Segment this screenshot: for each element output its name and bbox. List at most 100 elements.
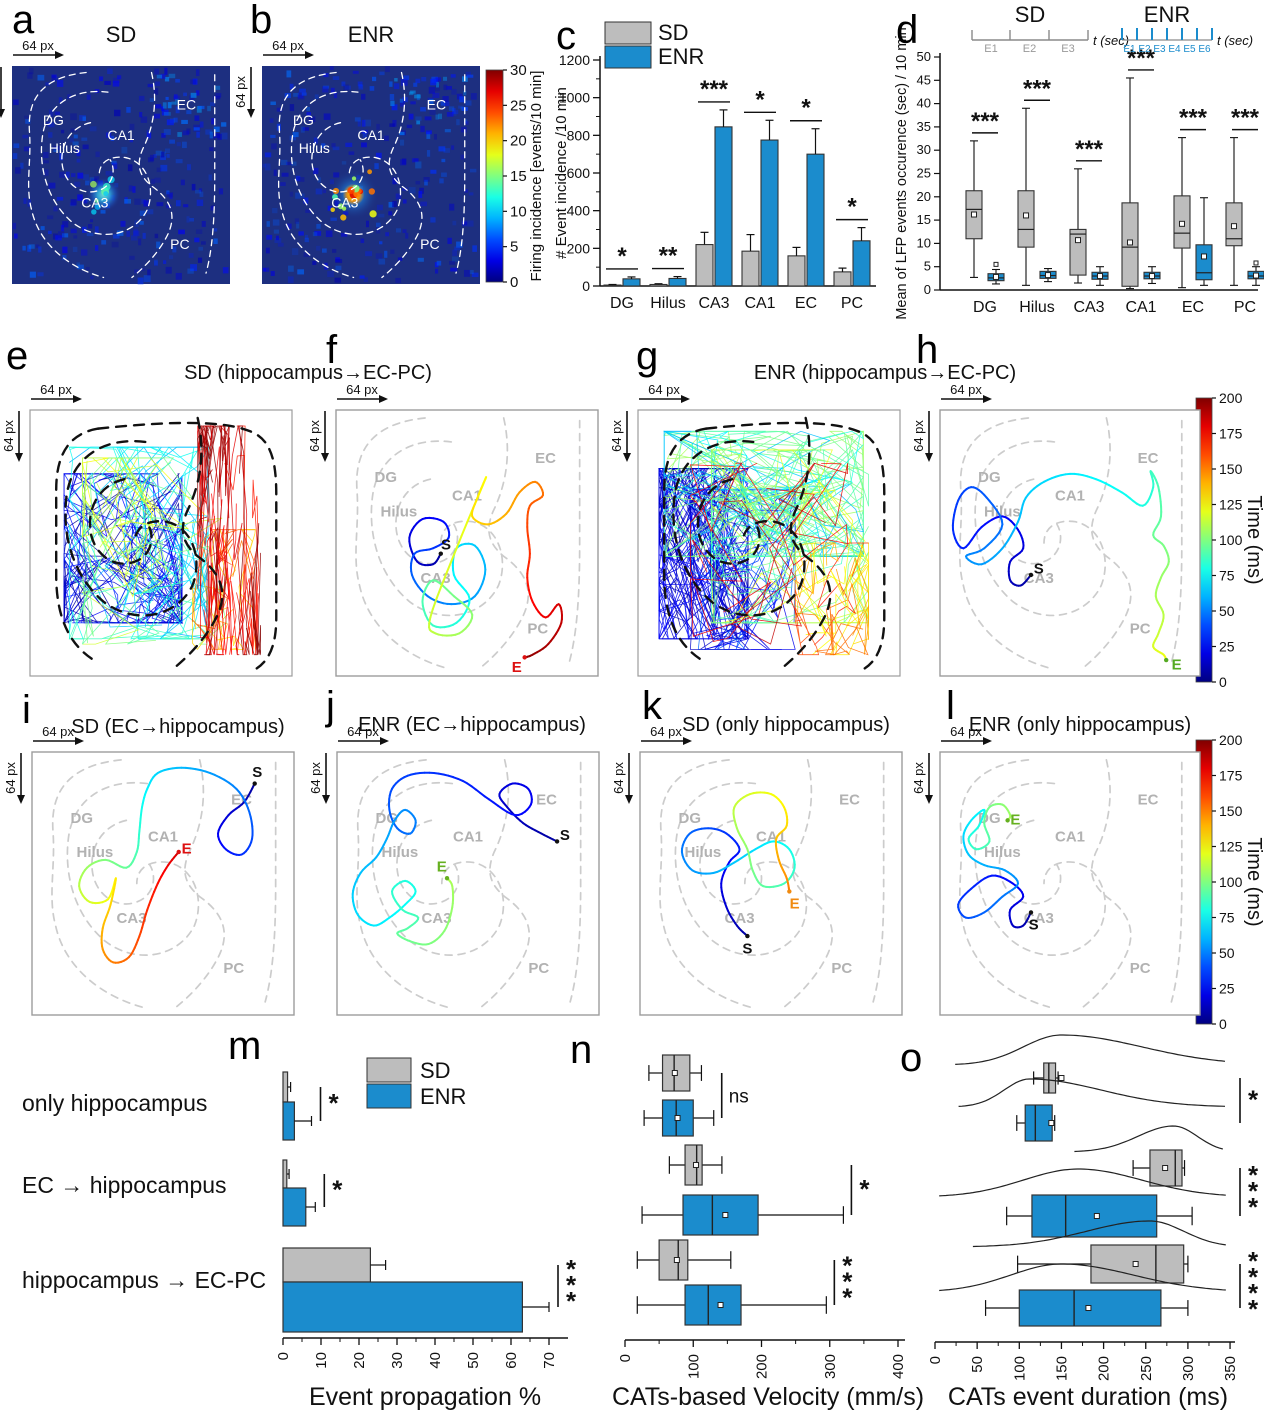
svg-text:*: * — [566, 1286, 577, 1316]
svg-text:CATs-based Velocity (mm/s): CATs-based Velocity (mm/s) — [612, 1383, 924, 1411]
svg-text:64 px: 64 px — [347, 724, 379, 739]
svg-text:SD: SD — [658, 20, 689, 45]
svg-text:64 px: 64 px — [611, 762, 626, 794]
svg-text:CA3: CA3 — [117, 910, 147, 927]
svg-text:64 px: 64 px — [1, 420, 16, 452]
svg-text:5: 5 — [510, 239, 518, 256]
svg-text:0: 0 — [1219, 1016, 1227, 1032]
svg-text:200: 200 — [1219, 390, 1243, 406]
svg-text:*: * — [801, 95, 811, 122]
svg-text:Hilus: Hilus — [77, 844, 114, 861]
svg-text:PC: PC — [1234, 299, 1256, 316]
svg-text:*: * — [755, 86, 765, 113]
svg-text:E6: E6 — [1198, 44, 1211, 55]
svg-text:25: 25 — [1219, 639, 1235, 655]
svg-text:25: 25 — [917, 166, 931, 181]
svg-text:***: *** — [1231, 105, 1260, 132]
svg-text:64 px: 64 px — [911, 762, 926, 794]
svg-text:0: 0 — [927, 1356, 944, 1364]
svg-text:15: 15 — [917, 212, 931, 227]
svg-text:*: * — [842, 1267, 853, 1297]
svg-text:0: 0 — [924, 282, 931, 297]
svg-text:150: 150 — [1053, 1356, 1070, 1381]
svg-text:*: * — [1248, 1160, 1259, 1190]
row-label-only-hippocampus: only hippocampus — [22, 1090, 208, 1116]
svg-text:E: E — [790, 896, 800, 913]
svg-text:64 px: 64 px — [307, 420, 322, 452]
svg-text:20: 20 — [351, 1352, 368, 1369]
svg-text:S: S — [1034, 561, 1044, 578]
svg-text:EC: EC — [839, 792, 860, 809]
svg-text:Hilus: Hilus — [299, 140, 330, 156]
chart-event-incidence: 0 200 400 600 800 1000 1200 # Event incidence /… — [553, 20, 876, 312]
colorbar-time-2: 0 25 50 75 100 125 150 175 200 Time (ms) — [1195, 732, 1264, 1032]
svg-text:150: 150 — [1219, 803, 1243, 819]
svg-text:CA1: CA1 — [357, 127, 384, 143]
svg-text:600: 600 — [567, 165, 591, 181]
panel-letter-e: e — [6, 334, 29, 378]
svg-text:PC: PC — [420, 236, 439, 252]
svg-text:0: 0 — [617, 1354, 634, 1362]
svg-text:CA1: CA1 — [1055, 828, 1085, 845]
svg-text:*: * — [1248, 1192, 1259, 1222]
svg-text:64 px: 64 px — [308, 762, 323, 794]
svg-text:***: *** — [1075, 136, 1104, 163]
trajectory-k: DG Hilus CA1 CA3 EC PC S E 64 px 64 px — [611, 724, 903, 1016]
svg-text:*: * — [566, 1254, 577, 1284]
title-j: ENR (EC→hippocampus) — [358, 714, 586, 736]
svg-text:*: * — [617, 243, 627, 270]
svg-text:400: 400 — [890, 1354, 907, 1379]
panel-letter-g: g — [636, 334, 659, 378]
svg-text:E2: E2 — [1138, 44, 1151, 55]
svg-text:0: 0 — [510, 274, 518, 291]
title-gh: ENR (hippocampus→EC-PC) — [753, 362, 1017, 384]
svg-text:50: 50 — [465, 1352, 482, 1369]
svg-text:*: * — [1248, 1278, 1259, 1308]
trajectory-field-e: 64 px 64 px — [1, 382, 293, 677]
svg-text:25: 25 — [510, 97, 527, 114]
svg-text:DG: DG — [679, 810, 702, 827]
svg-text:CATs event duration (ms): CATs event duration (ms) — [948, 1383, 1228, 1411]
title-i: SD (EC→hippocampus) — [71, 716, 285, 738]
svg-text:E1: E1 — [1123, 44, 1136, 55]
svg-text:175: 175 — [1219, 768, 1243, 784]
svg-text:Hilus: Hilus — [984, 503, 1021, 520]
title-ef: SD (hippocampus→EC-PC) — [184, 362, 432, 384]
svg-text:25: 25 — [1219, 981, 1235, 997]
svg-text:CA3: CA3 — [698, 295, 729, 312]
svg-text:70: 70 — [541, 1352, 558, 1369]
svg-text:E5: E5 — [1183, 44, 1196, 55]
svg-text:64 px: 64 px — [346, 382, 378, 397]
panel-letter-k: k — [642, 684, 662, 728]
chart-lfp-occurrence: 0 5 10 15 20 25 30 35 40 45 50 Mean of LFP events o… — [894, 2, 1264, 320]
svg-text:Hilus: Hilus — [381, 503, 418, 520]
svg-text:EC: EC — [795, 295, 817, 312]
svg-text:350: 350 — [1222, 1356, 1239, 1381]
svg-text:S: S — [742, 940, 752, 957]
svg-text:ENR: ENR — [420, 1084, 466, 1109]
svg-text:E2: E2 — [1023, 43, 1036, 55]
svg-text:30: 30 — [510, 62, 527, 79]
svg-text:EC: EC — [1182, 299, 1204, 316]
svg-text:*: * — [1248, 1176, 1259, 1206]
svg-text:PC: PC — [1130, 620, 1151, 637]
svg-text:CA1: CA1 — [744, 295, 775, 312]
svg-text:60: 60 — [503, 1352, 520, 1369]
svg-text:Event propagation %: Event propagation % — [309, 1383, 541, 1411]
svg-text:EC: EC — [1138, 792, 1159, 809]
svg-text:t (sec): t (sec) — [1217, 33, 1253, 48]
panel-letter-o: o — [900, 1036, 923, 1080]
svg-text:E: E — [512, 659, 522, 676]
svg-text:64 px: 64 px — [911, 420, 926, 452]
svg-text:175: 175 — [1219, 426, 1243, 442]
svg-text:DG: DG — [71, 810, 94, 827]
svg-text:CA1: CA1 — [1125, 299, 1156, 316]
svg-text:64 px: 64 px — [609, 420, 624, 452]
